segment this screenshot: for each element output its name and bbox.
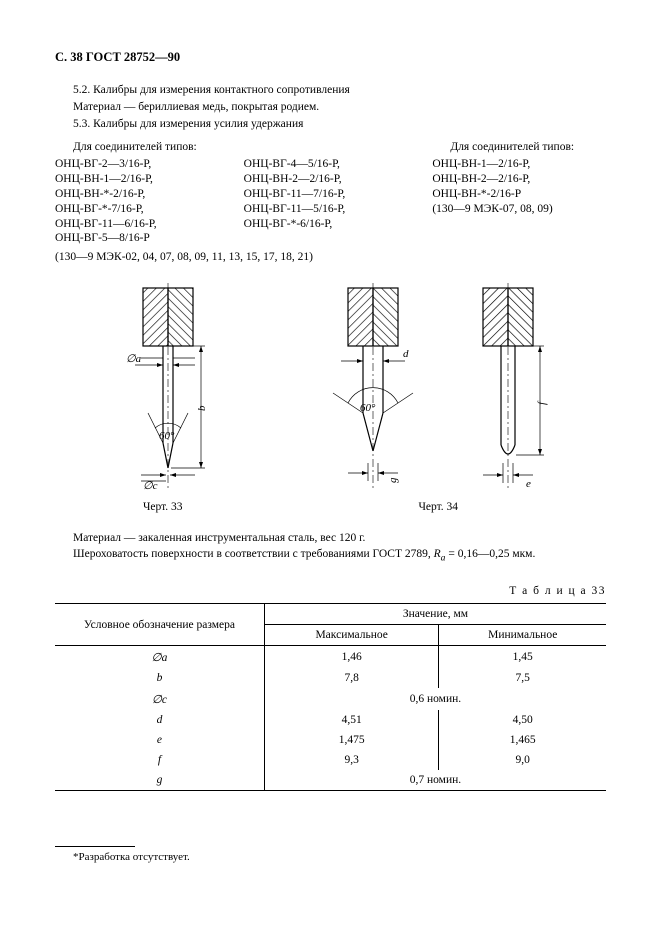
row-label: ∅a xyxy=(55,646,264,668)
th-group: Значение, мм xyxy=(264,604,606,625)
figure-33: 60° ∅a b xyxy=(93,283,233,513)
row-label: b xyxy=(55,668,264,688)
fig33-a-label: ∅a xyxy=(126,353,142,365)
fig34-angle-label: 60° xyxy=(360,402,376,414)
row-center: 0,7 номин. xyxy=(264,770,606,791)
table-33: Условное обозначение размера Значение, м… xyxy=(55,603,606,791)
row-max: 9,3 xyxy=(264,750,439,770)
col-head-right: Для соединителей типов: xyxy=(432,140,606,155)
row-min: 1,45 xyxy=(439,646,606,668)
row-label: e xyxy=(55,730,264,750)
iec-codes: (130—9 МЭК-02, 04, 07, 08, 09, 11, 13, 1… xyxy=(55,250,606,265)
row-min: 9,0 xyxy=(439,750,606,770)
fig33-caption: Черт. 33 xyxy=(143,501,183,513)
col-item: ОНЦ-ВН-2—2/16-Р, xyxy=(244,172,418,187)
th-max: Максимальное xyxy=(264,625,439,646)
col-item: ОНЦ-ВН-1—2/16-Р, xyxy=(432,157,606,172)
col-item: (130—9 МЭК-07, 08, 09) xyxy=(432,202,606,217)
col-item: ОНЦ-ВГ-5—8/16-Р xyxy=(55,231,229,246)
footnote: *Разработка отсутствует. xyxy=(55,851,606,863)
col-item: ОНЦ-ВГ-*-6/16-Р, xyxy=(244,217,418,232)
material-line2: Шероховатость поверхности в соответствии… xyxy=(55,547,606,565)
fig34-g-label: g xyxy=(387,477,399,483)
row-max: 1,475 xyxy=(264,730,439,750)
col-head-left: Для соединителей типов: xyxy=(55,140,229,155)
fig34-e-label: e xyxy=(526,478,531,490)
footnote-separator xyxy=(55,846,135,847)
fig34-d-label: d xyxy=(403,348,409,360)
row-center: 0,6 номин. xyxy=(264,688,606,710)
material-line1: Материал — закаленная инструментальная с… xyxy=(55,531,606,547)
col-item: ОНЦ-ВН-1—2/16-Р, xyxy=(55,172,229,187)
fig33-angle-label: 60° xyxy=(159,430,175,442)
para-5-2b: Материал — бериллиевая медь, покрытая ро… xyxy=(55,100,606,115)
row-label: ∅c xyxy=(55,688,264,710)
fig33-c-label: ∅c xyxy=(143,480,158,492)
row-max: 4,51 xyxy=(264,710,439,730)
row-label: g xyxy=(55,770,264,791)
para-5-2a: 5.2. Калибры для измерения контактного с… xyxy=(55,83,606,98)
material-block: Материал — закаленная инструментальная с… xyxy=(55,531,606,565)
figure-34: 60° d g xyxy=(308,283,568,513)
col-item: ОНЦ-ВН-*-2/16-Р, xyxy=(55,187,229,202)
fig34-caption: Черт. 34 xyxy=(418,501,458,513)
row-min: 4,50 xyxy=(439,710,606,730)
row-min: 7,5 xyxy=(439,668,606,688)
col-item: ОНЦ-ВГ-11—6/16-Р, xyxy=(55,217,229,232)
fig34-f-label: f xyxy=(536,400,548,405)
connector-type-columns: Для соединителей типов: ОНЦ-ВГ-2—3/16-Р,… xyxy=(55,140,606,247)
col-item: ОНЦ-ВГ-11—5/16-Р, xyxy=(244,202,418,217)
row-min: 1,465 xyxy=(439,730,606,750)
row-label: d xyxy=(55,710,264,730)
col-item: ОНЦ-ВГ-*-7/16-Р, xyxy=(55,202,229,217)
col-item: ОНЦ-ВГ-2—3/16-Р, xyxy=(55,157,229,172)
row-max: 1,46 xyxy=(264,646,439,668)
table-label: Т а б л и ц а 33 xyxy=(55,585,606,597)
col-item: ОНЦ-ВГ-11—7/16-Р, xyxy=(244,187,418,202)
th-min: Минимальное xyxy=(439,625,606,646)
para-5-3: 5.3. Калибры для измерения усилия удержа… xyxy=(55,117,606,132)
row-label: f xyxy=(55,750,264,770)
figures-row: 60° ∅a b xyxy=(55,283,606,513)
fig33-b-label: b xyxy=(196,405,208,411)
page-header: С. 38 ГОСТ 28752—90 xyxy=(55,50,606,65)
col-item: ОНЦ-ВН-2—2/16-Р, xyxy=(432,172,606,187)
col-item: ОНЦ-ВН-*-2/16-Р xyxy=(432,187,606,202)
th-left: Условное обозначение размера xyxy=(55,604,264,646)
col-item: ОНЦ-ВГ-4—5/16-Р, xyxy=(244,157,418,172)
row-max: 7,8 xyxy=(264,668,439,688)
